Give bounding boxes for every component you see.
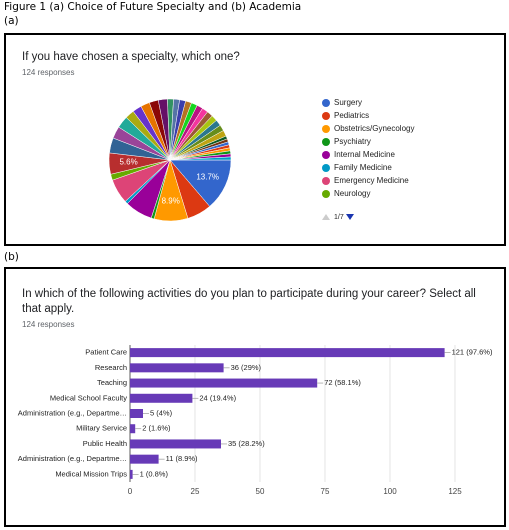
- legend-label: Neurology: [334, 189, 370, 198]
- panel-label: (a): [4, 15, 19, 27]
- pie-slice: [169, 159, 232, 207]
- panel-label: (b): [4, 251, 19, 263]
- y-tick-label: Research: [95, 363, 127, 372]
- x-tick-label: 100: [383, 487, 397, 496]
- y-tick-label: Administration (e.g., Departme…: [18, 408, 127, 417]
- legend-label: Surgery: [334, 98, 362, 107]
- bar: [130, 393, 193, 403]
- bar: [130, 378, 318, 388]
- bar: [130, 469, 133, 479]
- legend-label: Family Medicine: [334, 163, 392, 172]
- chart-subtitle: 124 responses: [22, 68, 75, 77]
- slice-label: 13.7%: [196, 172, 219, 181]
- chart-title: In which of the following activities do …: [22, 288, 476, 315]
- legend-label: Internal Medicine: [334, 150, 395, 159]
- bar: [130, 348, 445, 358]
- legend-swatch: [322, 138, 330, 146]
- chart-subtitle: 124 responses: [22, 320, 75, 329]
- value-label: 2 (1.6%): [142, 424, 171, 433]
- legend-label: Psychiatry: [334, 137, 371, 146]
- y-tick-label: Teaching: [97, 378, 127, 387]
- legend-prev: [322, 214, 330, 220]
- bar: [130, 409, 143, 418]
- y-tick-label: Medical School Faculty: [50, 393, 127, 402]
- legend-label: Emergency Medicine: [334, 176, 409, 185]
- value-label: 5 (4%): [150, 408, 173, 417]
- x-tick-label: 75: [321, 487, 330, 496]
- value-label: 24 (19.4%): [199, 393, 236, 402]
- x-tick-label: 0: [128, 487, 133, 496]
- legend-swatch: [322, 164, 330, 172]
- slice-label: 5.6%: [119, 158, 137, 167]
- legend-swatch: [322, 112, 330, 120]
- legend-swatch: [322, 177, 330, 185]
- legend-next[interactable]: [346, 214, 354, 220]
- y-tick-label: Medical Mission Trips: [55, 469, 127, 478]
- legend-swatch: [322, 125, 330, 133]
- y-tick-label: Patient Care: [85, 348, 127, 357]
- x-tick-label: 125: [448, 487, 462, 496]
- value-label: 72 (58.1%): [324, 378, 361, 387]
- legend-label: Obstetrics/Gynecology: [334, 124, 414, 133]
- bar: [130, 439, 221, 449]
- legend-swatch: [322, 151, 330, 159]
- slice-label: 8.9%: [162, 197, 180, 206]
- figure-caption: Figure 1 (a) Choice of Future Specialty …: [4, 1, 302, 13]
- panel-a-frame: [4, 33, 506, 246]
- legend-page: 1/7: [334, 214, 344, 221]
- value-label: 35 (28.2%): [228, 439, 265, 448]
- bar: [130, 363, 224, 373]
- legend-swatch: [322, 190, 330, 198]
- legend-label: Pediatrics: [334, 111, 369, 120]
- value-label: 36 (29%): [231, 363, 262, 372]
- bar: [130, 454, 159, 464]
- x-tick-label: 50: [256, 487, 265, 496]
- y-tick-label: Administration (e.g., Departme…: [18, 454, 127, 463]
- y-tick-label: Military Service: [76, 424, 127, 433]
- value-label: 121 (97.6%): [452, 348, 493, 357]
- bar: [130, 424, 136, 434]
- value-label: 11 (8.9%): [166, 454, 198, 463]
- panel-b-frame: [4, 267, 506, 527]
- pie-slice: [169, 156, 232, 161]
- chart-title: If you have chosen a specialty, which on…: [22, 51, 240, 63]
- y-tick-label: Public Health: [83, 439, 127, 448]
- x-tick-label: 25: [191, 487, 200, 496]
- value-label: 1 (0.8%): [140, 469, 169, 478]
- legend-swatch: [322, 99, 330, 107]
